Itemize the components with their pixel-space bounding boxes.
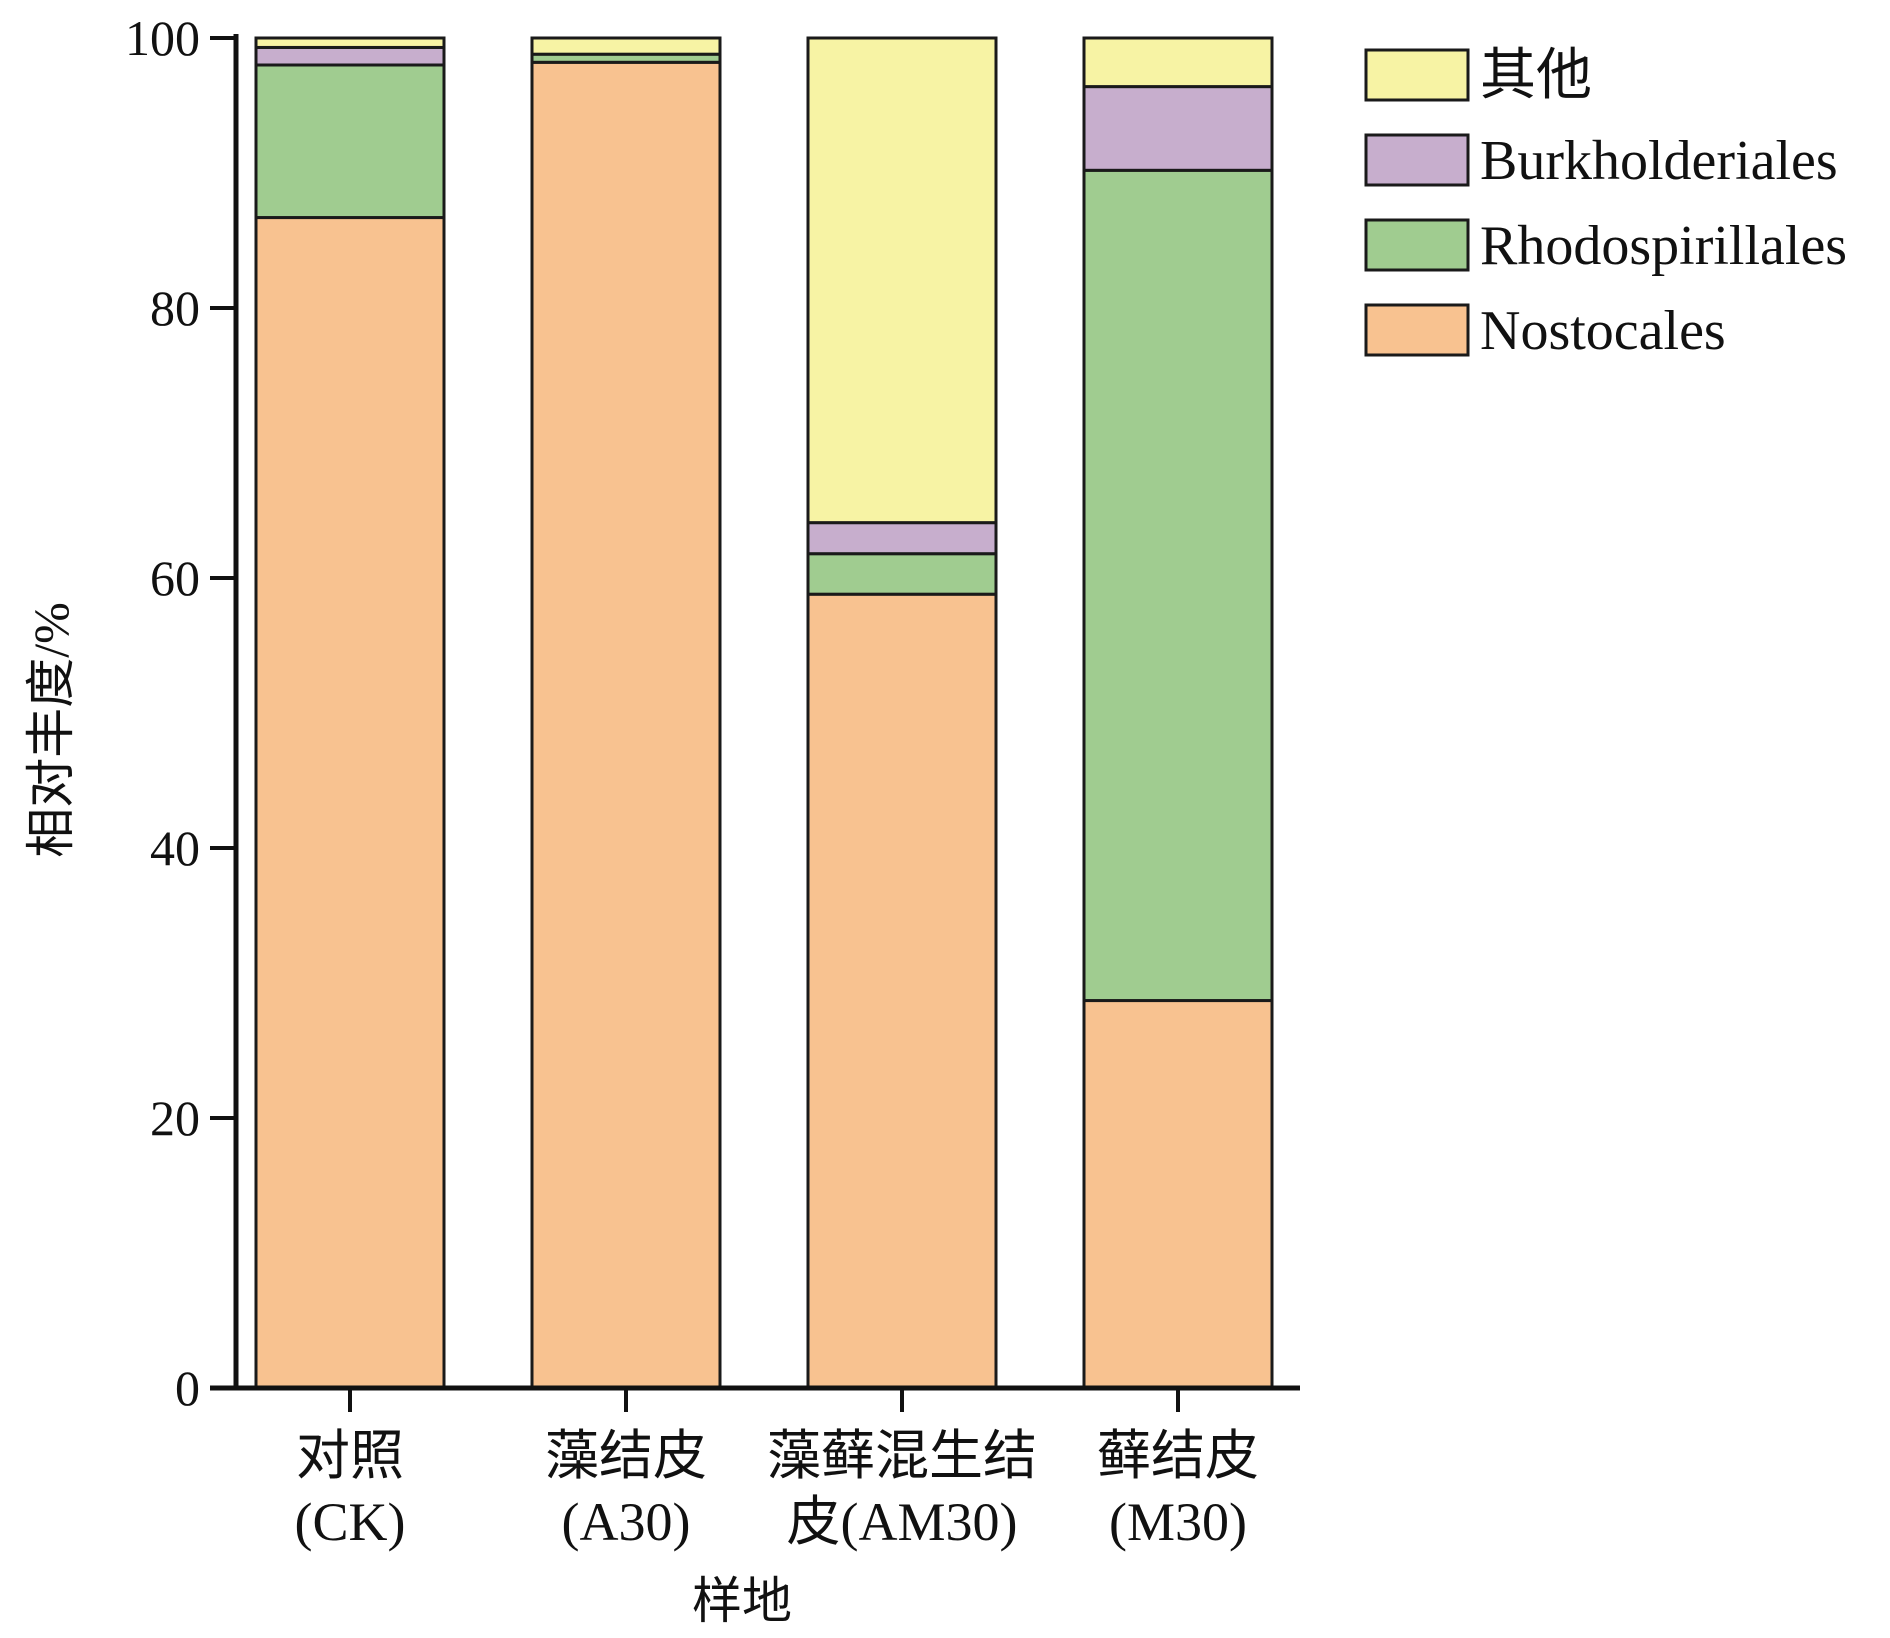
- bar-4-其他: [1082, 36, 1274, 89]
- bar-1-其他: [254, 36, 446, 49]
- bar-1-nostocales: [254, 216, 446, 1390]
- bar-4-nostocales: [1082, 999, 1274, 1390]
- x-axis-title: 样地: [692, 1573, 792, 1629]
- legend-label-其他: 其他: [1480, 45, 1592, 107]
- x-category-label-4-line-2: (M30): [1109, 1492, 1247, 1552]
- legend: 其他 Burkholderiales Rhodospirillales Nostoca…: [1364, 45, 1847, 362]
- x-category-label-4-line-1: 藓结皮: [1097, 1426, 1259, 1486]
- bar-3-rhodospirillales: [806, 552, 998, 596]
- legend-swatch-rhodospirillales: [1364, 218, 1470, 272]
- bars-group: [254, 36, 1274, 1390]
- legend-label-burkholderiales: Burkholderiales: [1480, 130, 1838, 192]
- legend-swatch-nostocales: [1364, 303, 1470, 357]
- bar-4-burkholderiales: [1082, 85, 1274, 172]
- x-category-label-1-line-1: 对照: [296, 1426, 404, 1486]
- y-tick-label-0: 0: [175, 1360, 200, 1416]
- legend-swatch-其他: [1364, 48, 1470, 102]
- x-category-label-3-line-2: 皮(AM30): [787, 1492, 1018, 1552]
- legend-label-nostocales: Nostocales: [1480, 300, 1726, 362]
- y-tick-label-80: 80: [150, 280, 200, 336]
- bar-4-rhodospirillales: [1082, 168, 1274, 1003]
- bar-3-burkholderiales: [806, 521, 998, 556]
- y-tick-label-100: 100: [125, 10, 200, 66]
- y-tick-label-60: 60: [150, 550, 200, 606]
- bar-2-nostocales: [530, 60, 722, 1390]
- bar-3-nostocales: [806, 592, 998, 1390]
- x-category-label-2-line-1: 藻结皮: [545, 1426, 707, 1486]
- bar-1-burkholderiales: [254, 45, 446, 67]
- x-category-label-1-line-2: (CK): [295, 1492, 406, 1552]
- legend-label-rhodospirillales: Rhodospirillales: [1480, 215, 1847, 277]
- y-tick-label-40: 40: [150, 820, 200, 876]
- y-tick-label-20: 20: [150, 1090, 200, 1146]
- x-category-label-3-line-1: 藻藓混生结: [767, 1426, 1037, 1486]
- legend-swatch-burkholderiales: [1364, 133, 1470, 187]
- y-axis-title: 相对丰度/%: [23, 602, 79, 858]
- bar-1-rhodospirillales: [254, 63, 446, 220]
- x-category-label-2-line-2: (A30): [562, 1492, 691, 1552]
- bar-3-其他: [806, 36, 998, 525]
- bar-2-其他: [530, 36, 722, 56]
